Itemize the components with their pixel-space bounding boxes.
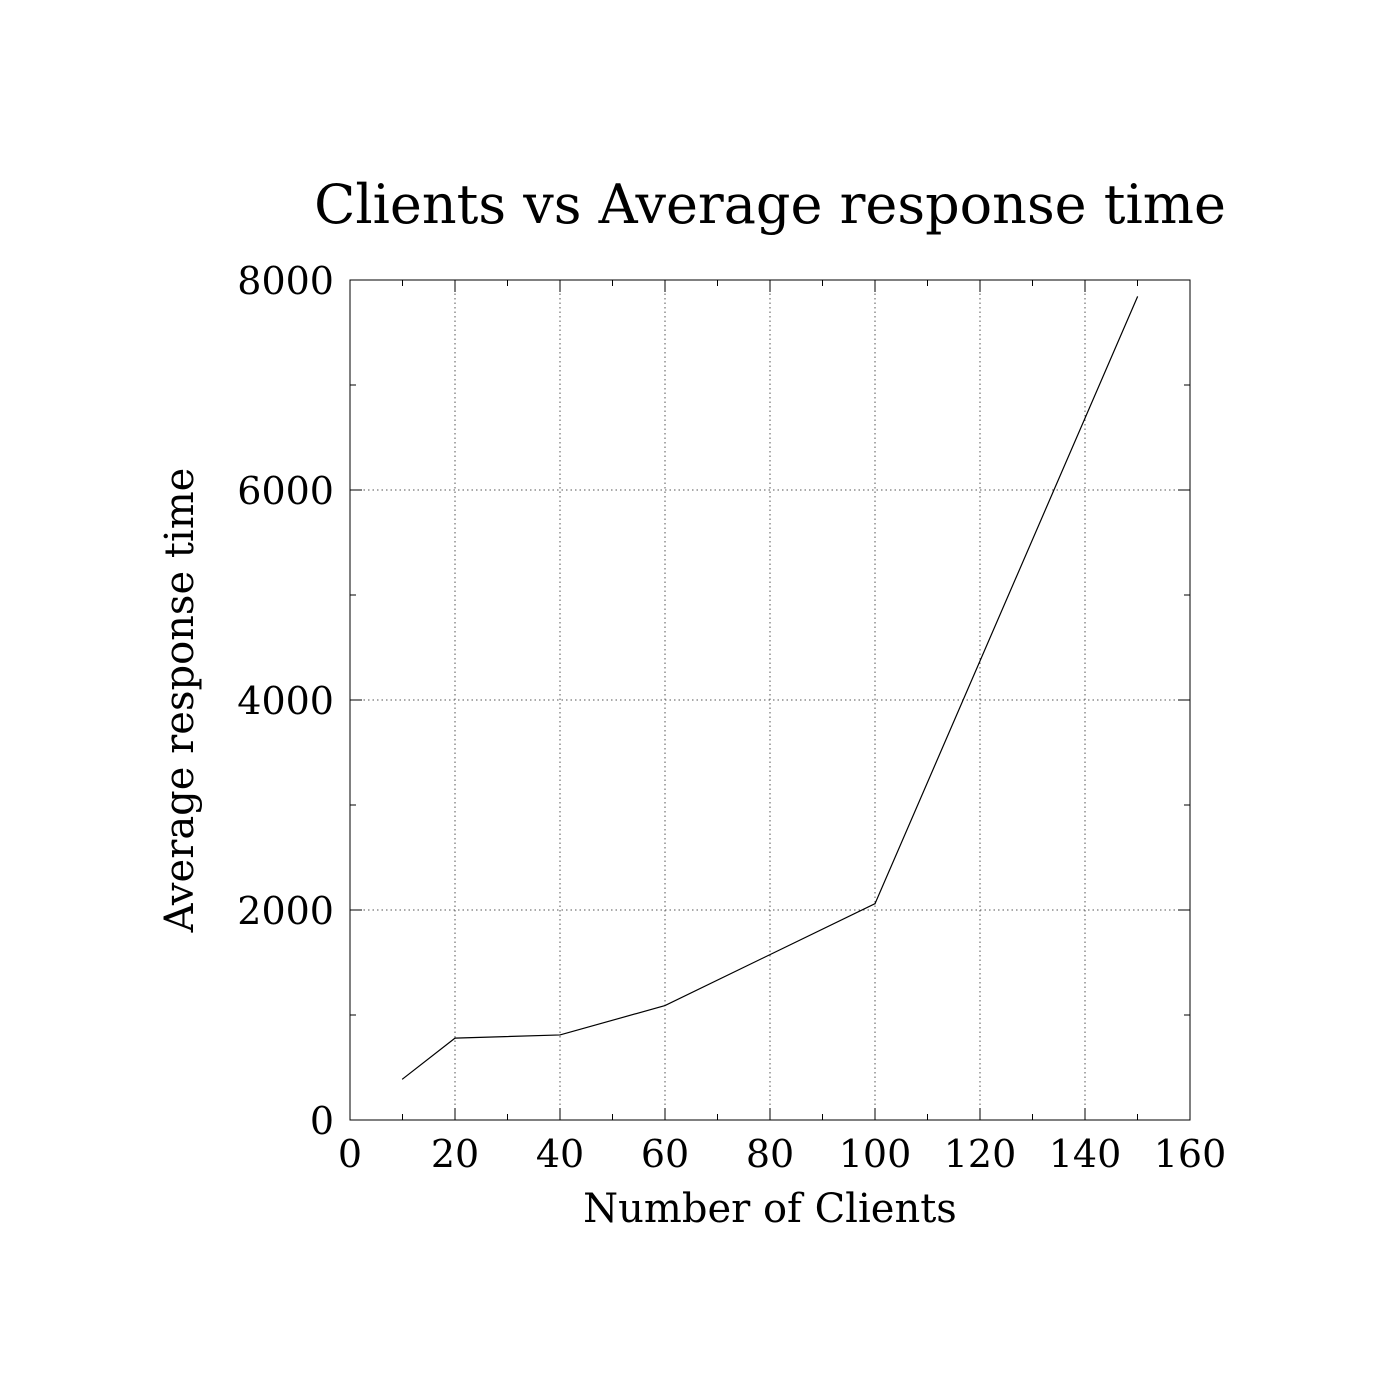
series-layer	[401, 296, 1139, 1080]
data-point	[664, 1004, 666, 1007]
y-tick-label: 8000	[237, 259, 334, 303]
x-tick-label: 140	[1049, 1132, 1122, 1176]
y-axis-label: Average response time	[157, 468, 203, 934]
x-axis-label: Number of Clients	[583, 1186, 957, 1232]
y-tick-label: 2000	[237, 889, 334, 933]
x-tick-labels: 0 20 40 60 80 100 120 140 160	[338, 1132, 1226, 1176]
x-tick-label: 120	[944, 1132, 1017, 1176]
x-tick-label: 100	[839, 1132, 912, 1176]
y-tick-label: 6000	[237, 469, 334, 513]
x-tick-label: 20	[431, 1132, 479, 1176]
data-point	[401, 1078, 404, 1080]
chart-title: Clients vs Average response time	[314, 173, 1226, 236]
data-point	[1136, 296, 1139, 298]
data-point	[454, 1037, 456, 1039]
x-tick-label: 160	[1154, 1132, 1227, 1176]
x-tick-label: 60	[641, 1132, 689, 1176]
data-point	[559, 1034, 561, 1036]
x-tick-label: 40	[536, 1132, 584, 1176]
y-tick-label: 4000	[237, 679, 334, 723]
plot-area-frame	[349, 279, 1191, 1121]
y-tick-labels: 0 2000 4000 6000 8000	[237, 259, 334, 1143]
x-tick-label: 80	[746, 1132, 794, 1176]
y-tick-label: 0	[310, 1099, 334, 1143]
series-line	[402, 296, 1139, 1080]
x-tick-label: 0	[338, 1132, 362, 1176]
data-point	[874, 903, 876, 905]
grid-lines	[350, 280, 1190, 1120]
